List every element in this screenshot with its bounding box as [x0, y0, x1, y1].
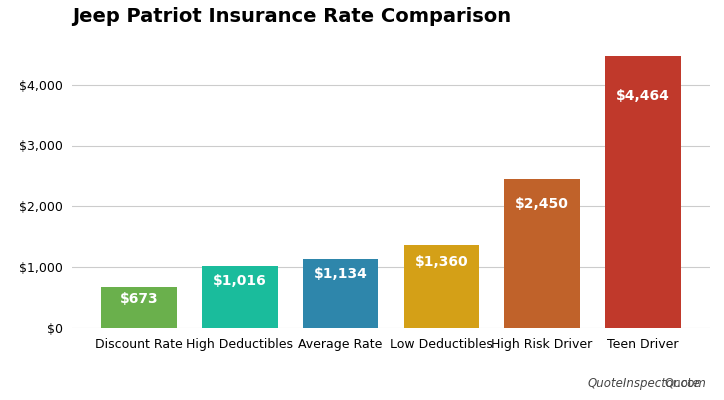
Text: $1,360: $1,360	[415, 255, 468, 269]
Text: $4,464: $4,464	[616, 89, 670, 103]
Text: $1,134: $1,134	[313, 267, 368, 281]
Text: $1,016: $1,016	[213, 274, 266, 288]
Text: $673: $673	[119, 292, 159, 306]
Bar	[605, 56, 681, 328]
Text: Quote: Quote	[664, 377, 700, 390]
Text: Jeep Patriot Insurance Rate Comparison: Jeep Patriot Insurance Rate Comparison	[72, 7, 512, 26]
Bar	[403, 245, 479, 328]
Text: QuoteInspector.com: QuoteInspector.com	[587, 377, 706, 390]
Bar	[505, 179, 580, 328]
Bar	[202, 266, 277, 328]
Bar	[101, 287, 177, 328]
Bar	[303, 259, 379, 328]
Text: $2,450: $2,450	[515, 197, 569, 211]
